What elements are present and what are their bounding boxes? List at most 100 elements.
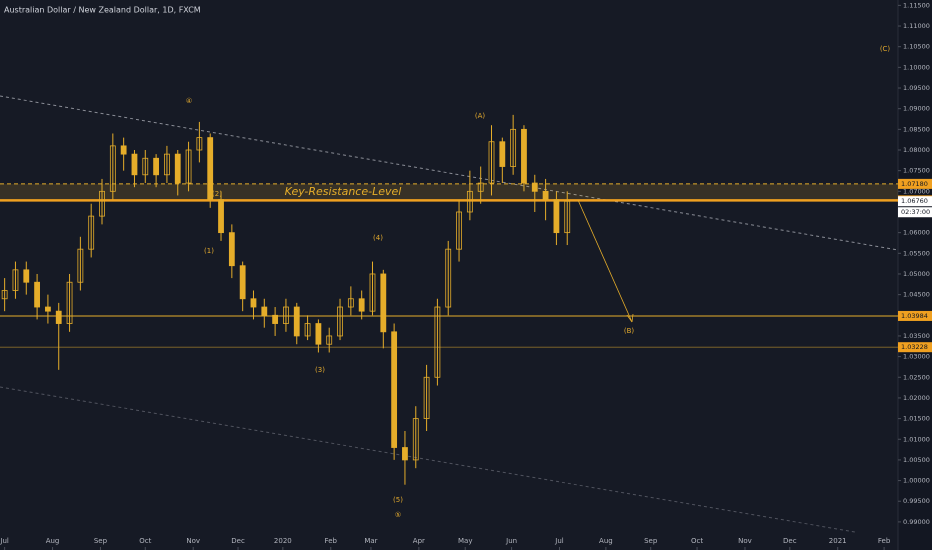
candle-body <box>196 137 203 151</box>
candle-body <box>185 149 192 184</box>
x-tick-label: Jul <box>554 537 564 545</box>
candle-body <box>521 128 527 184</box>
candle-body <box>412 418 419 461</box>
candle-body <box>380 273 387 333</box>
y-tick-label: 1.03000 <box>903 353 930 361</box>
x-tick-label: Dec <box>783 537 797 545</box>
wave-label: (5) <box>393 496 403 504</box>
x-tick-label: Mar <box>364 537 377 545</box>
x-tick-label: Aug <box>46 537 60 545</box>
candles <box>1 114 571 485</box>
candle-body <box>45 306 51 312</box>
countdown-box <box>898 207 932 218</box>
plot-background <box>0 0 898 550</box>
x-tick-label: May <box>458 537 472 545</box>
y-tick-label: 0.99000 <box>903 518 930 526</box>
x-tick-label: Sep <box>94 537 108 545</box>
candle-body <box>542 190 549 200</box>
candle-body <box>250 298 257 308</box>
candle-body <box>477 182 484 192</box>
y-tick-label: 1.06000 <box>903 229 930 237</box>
candle-body <box>293 306 300 337</box>
trend-line-lower <box>0 386 856 533</box>
x-tick-label: 2021 <box>829 537 847 545</box>
level-label-box <box>898 310 932 321</box>
y-tick-label: 1.04500 <box>903 291 930 299</box>
y-tick-label: 1.00500 <box>903 456 930 464</box>
candle-body <box>326 335 333 345</box>
candle-body <box>423 376 430 419</box>
candle-body <box>12 269 19 291</box>
wave-label: (1) <box>204 247 214 255</box>
candle-body <box>120 145 127 155</box>
trend-line-upper <box>0 95 899 251</box>
candle-body <box>315 323 322 345</box>
y-tick-label: 1.02500 <box>903 373 930 381</box>
level-label: 1.07180 <box>901 180 928 188</box>
y-tick-label: 1.11000 <box>903 22 930 30</box>
level-label: 1.03228 <box>901 343 928 351</box>
candle-body <box>99 190 105 217</box>
x-tick-label: Oct <box>691 537 703 545</box>
candle-body <box>23 269 30 283</box>
wave-label: (C) <box>880 45 891 53</box>
candle-body <box>553 199 560 234</box>
x-tick-label: Feb <box>325 537 338 545</box>
candle-body <box>466 190 473 213</box>
y-tick-label: 1.09500 <box>903 84 930 92</box>
x-tick-label: Oct <box>139 537 151 545</box>
x-tick-label: Aug <box>599 537 613 545</box>
level-label-box <box>898 342 932 353</box>
wave-label: (2) <box>212 190 222 198</box>
y-tick-label: 1.07500 <box>903 167 930 175</box>
y-tick-label: 1.02000 <box>903 394 930 402</box>
candle-body <box>109 145 116 192</box>
y-tick-label: 1.05500 <box>903 249 930 257</box>
wave-label: ⑤ <box>395 511 401 519</box>
level-label: 1.03984 <box>901 312 928 320</box>
candle-body <box>261 306 268 316</box>
candle-body <box>456 211 462 250</box>
x-tick-label: Nov <box>738 537 752 545</box>
candle-body <box>402 447 408 461</box>
y-tick-label: 1.10500 <box>903 43 930 51</box>
candle-body <box>88 215 95 250</box>
candle-body <box>283 306 289 324</box>
x-tick-label: Sep <box>644 537 658 545</box>
y-tick-label: 1.11500 <box>903 1 930 9</box>
candle-body <box>164 153 170 176</box>
candle-body <box>131 153 138 176</box>
candle-body <box>337 306 343 337</box>
candle-body <box>66 281 73 324</box>
chart-title: Australian Dollar / New Zealand Dollar, … <box>4 6 201 15</box>
y-tick-label: 1.08000 <box>903 146 930 154</box>
candle-body <box>510 128 517 167</box>
candle-body <box>564 200 571 234</box>
y-tick-label: 0.99500 <box>903 497 930 505</box>
x-tick-label: Jul <box>0 537 9 545</box>
price-axis-background <box>898 0 932 550</box>
x-tick-label: Nov <box>186 537 200 545</box>
zone-label: Key-Resistance-Level <box>285 185 402 198</box>
candle-body <box>55 310 62 324</box>
candle-body <box>358 298 365 312</box>
candle-body <box>304 323 311 337</box>
y-tick-label: 1.01000 <box>903 435 930 443</box>
x-tick-label: 2020 <box>274 537 292 545</box>
x-tick-label: Dec <box>231 537 245 545</box>
x-tick-label: Feb <box>878 537 891 545</box>
candle-body <box>347 298 354 308</box>
candle-body <box>272 314 279 324</box>
wave-label: (3) <box>315 366 325 374</box>
y-tick-label: 1.10000 <box>903 63 930 71</box>
y-tick-label: 1.09000 <box>903 105 930 113</box>
resistance-zone <box>0 183 898 201</box>
arrow-head <box>626 313 634 323</box>
y-tick-label: 1.01500 <box>903 415 930 423</box>
candle-body <box>445 248 452 308</box>
y-tick-label: 1.03500 <box>903 332 930 340</box>
candle-body <box>531 182 538 192</box>
last-price-label: 1.06760 <box>901 197 928 205</box>
candle-body <box>34 281 40 308</box>
